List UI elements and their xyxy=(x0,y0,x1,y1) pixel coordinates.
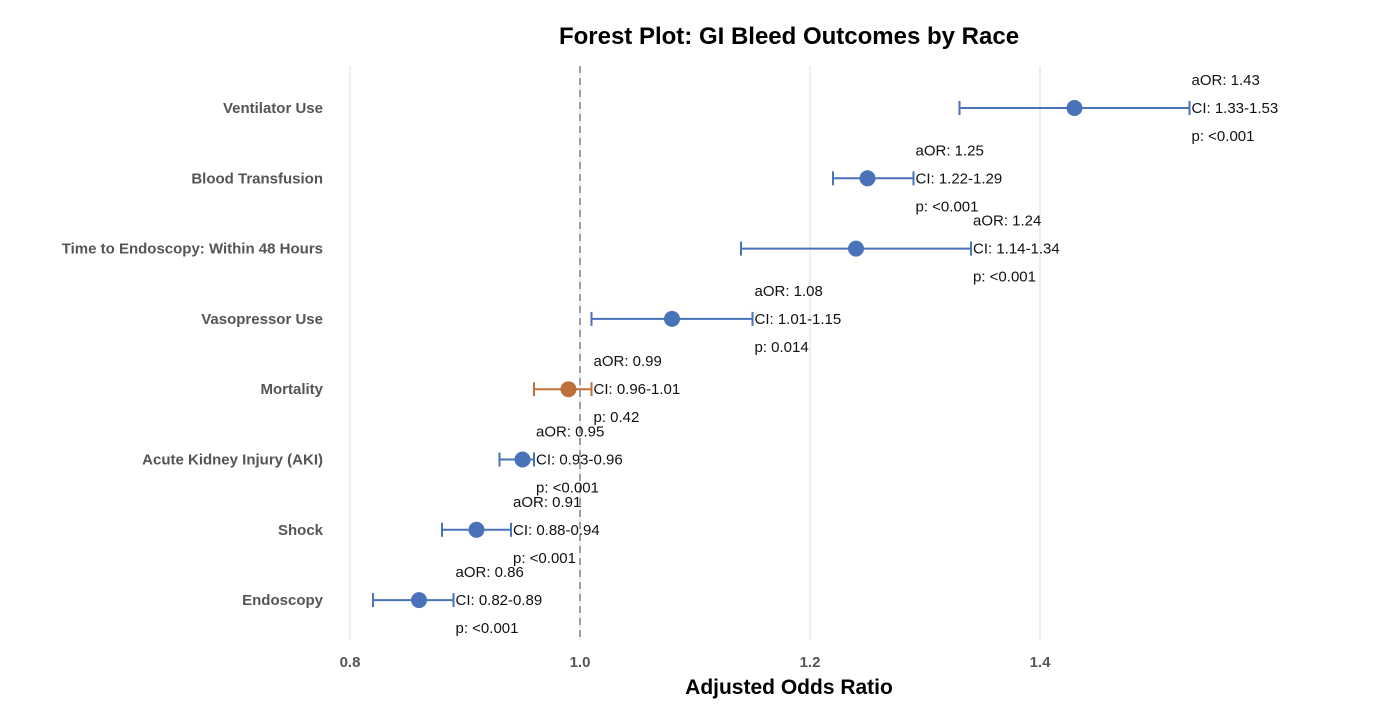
annotation-or: aOR: 0.99 xyxy=(594,353,662,370)
y-tick-label: Mortality xyxy=(260,381,323,398)
annotation-or: aOR: 1.24 xyxy=(973,213,1041,230)
aor-point xyxy=(859,170,876,187)
annotation-p: p: <0.001 xyxy=(916,198,979,215)
y-tick-label: Time to Endoscopy: Within 48 Hours xyxy=(62,241,323,258)
annotation-ci: CI: 0.88-0.94 xyxy=(513,522,600,539)
annotation-p: p: <0.001 xyxy=(1192,128,1255,145)
y-tick-label: Acute Kidney Injury (AKI) xyxy=(142,452,323,469)
y-tick-label: Ventilator Use xyxy=(223,100,323,117)
annotation-ci: CI: 0.96-1.01 xyxy=(594,381,681,398)
aor-point xyxy=(560,381,577,398)
x-tick-layer: 0.8 1.0 1.2 1.4 xyxy=(340,654,1052,671)
marks-layer xyxy=(372,100,1191,609)
annotation-layer: aOR: 1.43 CI: 1.33-1.53 p: <0.001 aOR: 1.25… xyxy=(456,72,1279,637)
annotation-ci: CI: 0.82-0.89 xyxy=(456,592,543,609)
annotation-ci: CI: 1.01-1.15 xyxy=(755,311,842,328)
annotation-ci: CI: 1.33-1.53 xyxy=(1192,100,1279,117)
aor-point xyxy=(468,521,485,538)
aor-point xyxy=(848,240,864,257)
annotation-p: p: <0.001 xyxy=(513,550,576,567)
x-tick-label: 1.0 xyxy=(570,654,591,671)
chart-title: Forest Plot: GI Bleed Outcomes by Race xyxy=(559,23,1019,50)
annotation-or: aOR: 0.95 xyxy=(536,424,604,441)
aor-point xyxy=(664,310,680,327)
y-tick-label: Shock xyxy=(278,522,324,539)
y-tick-label: Vasopressor Use xyxy=(201,311,323,328)
annotation-ci: CI: 1.14-1.34 xyxy=(973,241,1060,258)
annotation-ci: CI: 1.22-1.29 xyxy=(916,170,1003,187)
annotation-or: aOR: 1.25 xyxy=(916,142,984,159)
x-tick-label: 1.4 xyxy=(1030,654,1052,671)
x-axis-label: Adjusted Odds Ratio xyxy=(685,676,893,699)
annotation-or: aOR: 0.86 xyxy=(456,564,524,581)
annotation-p: p: <0.001 xyxy=(536,480,599,497)
aor-point xyxy=(411,592,427,609)
aor-point xyxy=(1066,100,1083,116)
annotation-p: p: <0.001 xyxy=(456,620,519,637)
annotation-or: aOR: 0.91 xyxy=(513,494,581,511)
grid-layer xyxy=(349,66,1041,640)
x-tick-label: 1.2 xyxy=(800,654,821,671)
y-tick-layer: Ventilator Use Blood Transfusion Time to E… xyxy=(62,100,324,609)
y-tick-label: Endoscopy xyxy=(242,592,324,609)
y-tick-label: Blood Transfusion xyxy=(191,170,323,187)
annotation-p: p: 0.42 xyxy=(594,409,640,426)
annotation-or: aOR: 1.08 xyxy=(755,283,823,300)
x-tick-label: 0.8 xyxy=(340,654,361,671)
annotation-ci: CI: 0.93-0.96 xyxy=(536,452,623,469)
annotation-p: p: 0.014 xyxy=(755,339,809,356)
annotation-p: p: <0.001 xyxy=(973,269,1036,286)
annotation-or: aOR: 1.43 xyxy=(1192,72,1260,89)
aor-point xyxy=(514,451,531,468)
